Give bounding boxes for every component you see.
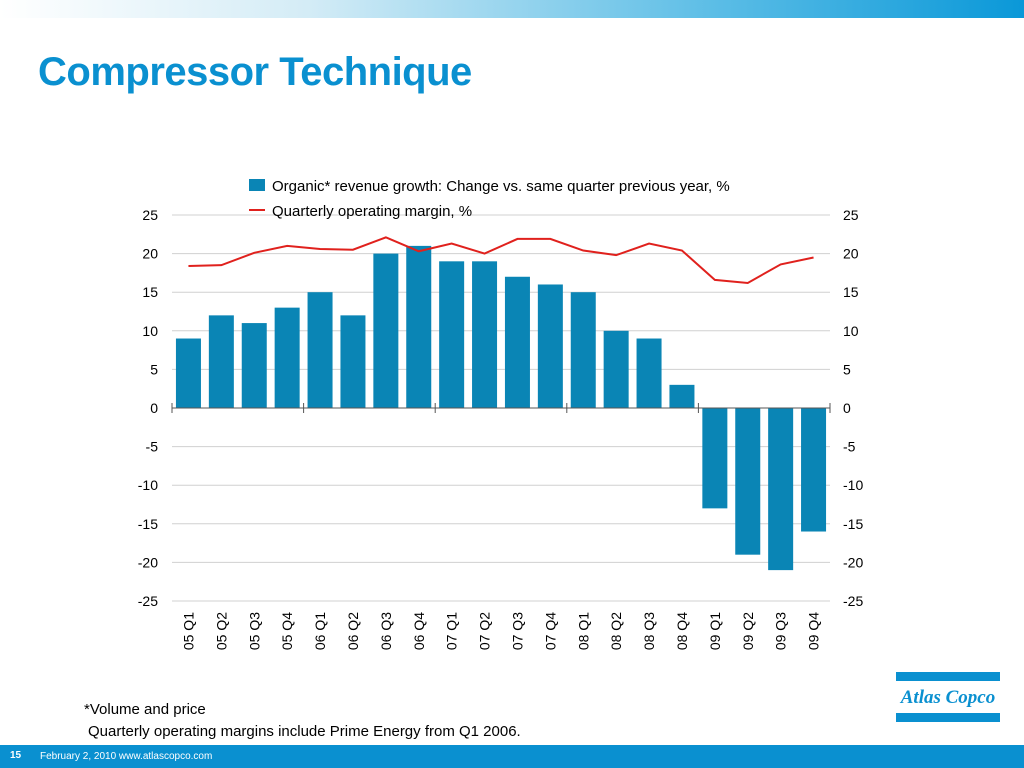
category-label: 06 Q3 [378, 612, 394, 650]
category-label: 07 Q3 [509, 612, 525, 650]
y-tick-label-left: -5 [146, 439, 159, 455]
y-tick-label-left: 5 [150, 361, 158, 377]
bar [702, 408, 728, 509]
y-tick-label-left: -20 [138, 554, 158, 570]
legend-bar-label: Organic* revenue growth: Change vs. same… [272, 178, 730, 195]
footnote-margins: Quarterly operating margins include Prim… [88, 723, 521, 740]
bar [241, 323, 267, 408]
bar [274, 307, 300, 408]
y-tick-label-right: 20 [843, 246, 859, 262]
top-gradient-band [0, 0, 1024, 18]
y-axis-left-labels: 25 20 15 10 5 0 -5 -10 -15 -20 -25 [138, 207, 158, 609]
category-label: 08 Q3 [641, 612, 657, 650]
bar [669, 384, 695, 408]
bar [373, 253, 399, 408]
atlas-copco-logo: Atlas Copco [896, 672, 1000, 722]
bar [603, 330, 629, 408]
y-tick-label-left: 10 [142, 323, 158, 339]
y-tick-label-left: -25 [138, 593, 158, 609]
bar [537, 284, 563, 408]
y-tick-label-right: -10 [843, 477, 863, 493]
y-tick-label-left: 15 [142, 284, 158, 300]
y-tick-label-right: -5 [843, 439, 856, 455]
legend: Organic* revenue growth: Change vs. same… [249, 178, 730, 220]
y-tick-label-left: 25 [142, 207, 158, 223]
category-label: 08 Q4 [674, 612, 690, 650]
y-tick-label-right: 10 [843, 323, 859, 339]
bar [340, 315, 366, 408]
bar [735, 408, 761, 555]
category-label: 07 Q2 [477, 612, 493, 650]
category-label: 09 Q1 [707, 612, 723, 650]
y-tick-label-right: 5 [843, 361, 851, 377]
y-tick-label-left: -10 [138, 477, 158, 493]
page-title: Compressor Technique [38, 50, 472, 94]
axes [171, 403, 831, 413]
gridlines [172, 214, 830, 602]
y-tick-label-left: 0 [150, 400, 158, 416]
category-label: 07 Q1 [444, 612, 460, 650]
chart: 25 20 15 10 5 0 -5 -10 -15 -20 -25 25 20 15 10 5 0 -5 -10… [138, 178, 864, 650]
footer-band [0, 745, 1024, 768]
y-tick-label-right: 15 [843, 284, 859, 300]
bar [636, 338, 662, 408]
category-labels: 05 Q1 05 Q2 05 Q3 05 Q4 06 Q1 06 Q2 06 Q3 06 Q4… [180, 612, 821, 650]
category-label: 08 Q1 [575, 612, 591, 650]
bar [307, 292, 333, 408]
y-tick-label-right: 0 [843, 400, 851, 416]
category-label: 05 Q3 [246, 612, 262, 650]
category-label: 08 Q2 [608, 612, 624, 650]
category-label: 06 Q2 [345, 612, 361, 650]
bar [175, 338, 201, 408]
y-axis-right-labels: 25 20 15 10 5 0 -5 -10 -15 -20 -25 [843, 207, 863, 609]
bar [439, 261, 465, 408]
bar [801, 408, 827, 532]
legend-line-label: Quarterly operating margin, % [272, 203, 472, 220]
category-label: 09 Q2 [740, 612, 756, 650]
bar [472, 261, 498, 408]
y-tick-label-left: -15 [138, 516, 158, 532]
y-tick-label-right: -25 [843, 593, 863, 609]
slide-number: 15 [10, 750, 22, 761]
y-tick-label-left: 20 [142, 246, 158, 262]
category-label: 05 Q2 [213, 612, 229, 650]
y-tick-label-right: -20 [843, 554, 863, 570]
category-label: 05 Q1 [180, 612, 196, 650]
y-tick-label-right: 25 [843, 207, 859, 223]
legend-bar-swatch [249, 179, 265, 191]
category-label: 09 Q3 [773, 612, 789, 650]
operating-margin-line [188, 236, 814, 284]
bar [406, 245, 432, 408]
footer-text: February 2, 2010 www.atlascopco.com [40, 751, 213, 762]
footnote-volume-price: *Volume and price [84, 701, 206, 718]
margin-line [188, 236, 814, 284]
y-tick-label-right: -15 [843, 516, 863, 532]
bar [504, 276, 530, 408]
bar [570, 292, 596, 408]
bar [768, 408, 794, 571]
category-label: 09 Q4 [806, 612, 822, 650]
bar [208, 315, 234, 408]
bars [175, 245, 827, 571]
category-label: 05 Q4 [279, 612, 295, 650]
category-label: 06 Q1 [312, 612, 328, 650]
category-label: 06 Q4 [411, 612, 427, 650]
category-label: 07 Q4 [542, 612, 558, 650]
logo-text: Atlas Copco [900, 687, 995, 708]
